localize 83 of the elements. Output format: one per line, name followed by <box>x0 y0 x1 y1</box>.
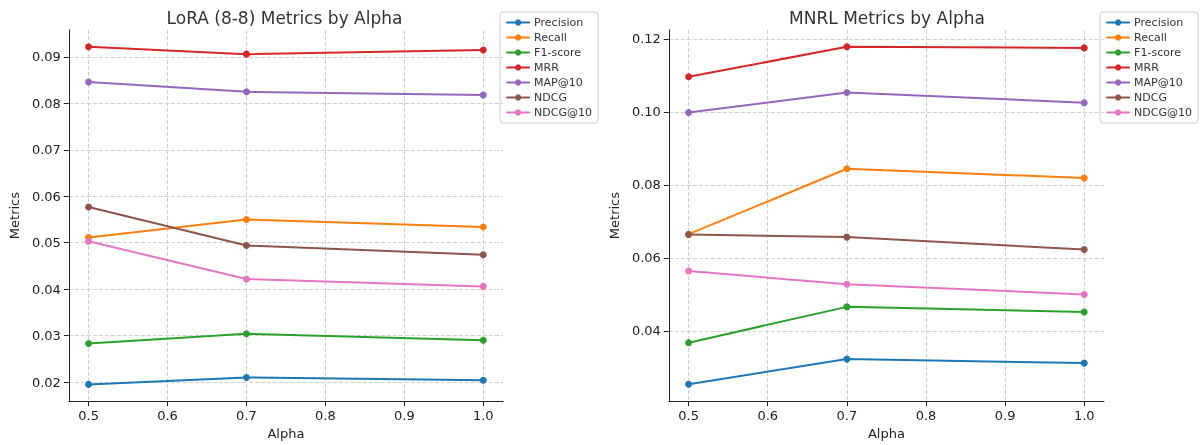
x-tick-label: 0.9 <box>393 408 415 424</box>
y-tick-label: 0.10 <box>631 104 661 120</box>
point <box>242 88 250 96</box>
point <box>479 336 487 344</box>
point <box>685 380 693 388</box>
point <box>479 223 487 231</box>
legend-label: F1-score <box>534 46 582 59</box>
y-tick-label: 0.05 <box>31 235 61 251</box>
x-tick-label: 0.5 <box>78 408 99 424</box>
point <box>242 373 250 381</box>
point <box>242 275 250 283</box>
legend-label: Recall <box>534 31 567 44</box>
point <box>1080 246 1088 254</box>
y-tick-label: 0.09 <box>31 49 61 65</box>
y-tick-label: 0.08 <box>31 95 61 111</box>
point <box>1080 359 1088 367</box>
x-axis-title: Alpha <box>267 426 305 441</box>
y-tick-label: 0.04 <box>31 281 61 297</box>
y-tick-label: 0.06 <box>31 188 61 204</box>
point <box>843 280 851 288</box>
point <box>242 242 250 250</box>
point <box>1080 44 1088 52</box>
x-axis-title: Alpha <box>867 426 905 441</box>
x-tick-label: 0.8 <box>915 408 937 424</box>
legend-label: NDCG@10 <box>1134 106 1193 119</box>
legend-label: F1-score <box>1134 46 1182 59</box>
x-tick-label: 0.6 <box>757 408 779 424</box>
legend-label: NDCG <box>534 91 568 104</box>
legend-label: Precision <box>534 16 584 29</box>
point <box>1080 99 1088 107</box>
point <box>242 330 250 338</box>
y-tick-label: 0.03 <box>31 328 61 344</box>
point <box>685 109 693 117</box>
point <box>85 43 93 51</box>
x-tick-label: 0.9 <box>994 408 1016 424</box>
legend-label: NDCG <box>1134 91 1168 104</box>
x-tick-label: 0.5 <box>678 408 699 424</box>
legend-label: Recall <box>1134 31 1167 44</box>
legend-label: MAP@10 <box>534 76 583 89</box>
x-tick-label: 0.6 <box>157 408 178 424</box>
point <box>1080 308 1088 316</box>
y-tick-label: 0.06 <box>631 250 661 266</box>
y-axis-title: Metrics <box>607 191 622 240</box>
x-tick-label: 1.0 <box>1073 408 1095 424</box>
y-axis-title: Metrics <box>7 191 22 240</box>
legend-label: Precision <box>1134 16 1184 29</box>
y-tick-label: 0.12 <box>631 31 661 47</box>
point <box>479 282 487 290</box>
point <box>242 50 250 58</box>
x-tick-label: 0.7 <box>236 408 257 424</box>
point <box>479 46 487 54</box>
legend-label: MAP@10 <box>1134 76 1183 89</box>
chart-title: MNRL Metrics by Alpha <box>789 7 985 28</box>
point <box>843 355 851 363</box>
y-tick-label: 0.02 <box>31 374 61 390</box>
legend-label: MRR <box>534 61 560 74</box>
x-tick-label: 0.7 <box>836 408 858 424</box>
point <box>1080 290 1088 298</box>
point <box>242 216 250 223</box>
point <box>479 251 487 259</box>
point <box>479 376 487 384</box>
point <box>843 88 851 96</box>
point <box>85 78 93 86</box>
y-tick-label: 0.07 <box>31 142 61 158</box>
point <box>479 91 487 99</box>
point <box>843 303 851 311</box>
legend-label: MRR <box>1134 61 1160 74</box>
y-tick-label: 0.08 <box>631 177 661 193</box>
point <box>85 380 93 388</box>
point <box>85 340 93 348</box>
point <box>85 203 93 211</box>
point <box>843 233 851 241</box>
x-tick-label: 0.8 <box>315 408 336 424</box>
legend-label: NDCG@10 <box>534 106 593 119</box>
point <box>843 43 851 51</box>
y-tick-label: 0.04 <box>631 323 661 339</box>
point <box>685 267 693 275</box>
chart-title: LoRA (8-8) Metrics by Alpha <box>166 7 403 28</box>
point <box>1080 174 1088 182</box>
point <box>843 165 851 173</box>
x-tick-label: 1.0 <box>472 408 494 424</box>
point <box>685 339 693 347</box>
point <box>685 73 693 81</box>
